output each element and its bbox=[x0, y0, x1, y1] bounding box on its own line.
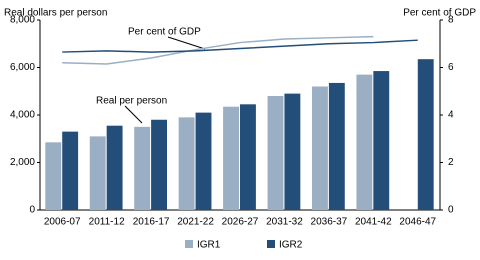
y-tick-label: 2,000 bbox=[10, 157, 35, 168]
bar bbox=[62, 131, 79, 210]
y-axis-label: Real dollars per person bbox=[4, 8, 107, 19]
x-tick-label: 2046-47 bbox=[399, 217, 436, 228]
annotation: Per cent of GDP bbox=[128, 27, 201, 38]
bar bbox=[89, 136, 106, 210]
x-tick-label: 2006-07 bbox=[44, 217, 81, 228]
y2-tick-label: 6 bbox=[448, 62, 454, 73]
line bbox=[62, 35, 374, 65]
y-tick-label: 0 bbox=[29, 205, 35, 216]
line bbox=[62, 39, 418, 53]
y2-tick-label: 8 bbox=[448, 15, 454, 26]
bar bbox=[223, 106, 239, 210]
bar bbox=[417, 59, 434, 210]
bar bbox=[312, 86, 328, 210]
y-tick-label: 8,000 bbox=[10, 15, 35, 26]
x-tick-label: 2026-27 bbox=[222, 217, 259, 228]
y2-tick-label: 0 bbox=[448, 205, 454, 216]
bar bbox=[240, 104, 256, 210]
bar bbox=[178, 117, 195, 210]
bar bbox=[195, 112, 212, 210]
bar bbox=[284, 93, 301, 210]
bar bbox=[134, 126, 151, 210]
x-tick-label: 2031-32 bbox=[266, 217, 303, 228]
x-tick-label: 2036-37 bbox=[311, 217, 348, 228]
y2-axis-label: Per cent of GDP bbox=[403, 8, 476, 19]
legend-label: IGR1 bbox=[197, 240, 221, 251]
annotation-leader bbox=[124, 105, 143, 124]
bar bbox=[151, 119, 167, 210]
x-tick-label: 2011-12 bbox=[89, 217, 125, 228]
x-tick-label: 2021-22 bbox=[177, 217, 214, 228]
bar bbox=[328, 82, 345, 210]
bar bbox=[45, 142, 62, 210]
x-tick-label: 2041-42 bbox=[355, 217, 392, 228]
x-tick-label: 2016-17 bbox=[133, 217, 170, 228]
annotation-leader bbox=[167, 36, 206, 50]
y-tick-label: 6,000 bbox=[10, 62, 35, 73]
bar bbox=[267, 96, 284, 210]
legend-swatch bbox=[185, 240, 193, 248]
y2-tick-label: 2 bbox=[448, 157, 454, 168]
legend-swatch bbox=[267, 240, 275, 248]
bar bbox=[356, 74, 373, 210]
y2-tick-label: 4 bbox=[448, 110, 454, 121]
legend-label: IGR2 bbox=[279, 240, 303, 251]
bar bbox=[373, 71, 390, 210]
annotation: Real per person bbox=[96, 96, 167, 107]
bar bbox=[106, 125, 123, 210]
y-tick-label: 4,000 bbox=[10, 110, 35, 121]
